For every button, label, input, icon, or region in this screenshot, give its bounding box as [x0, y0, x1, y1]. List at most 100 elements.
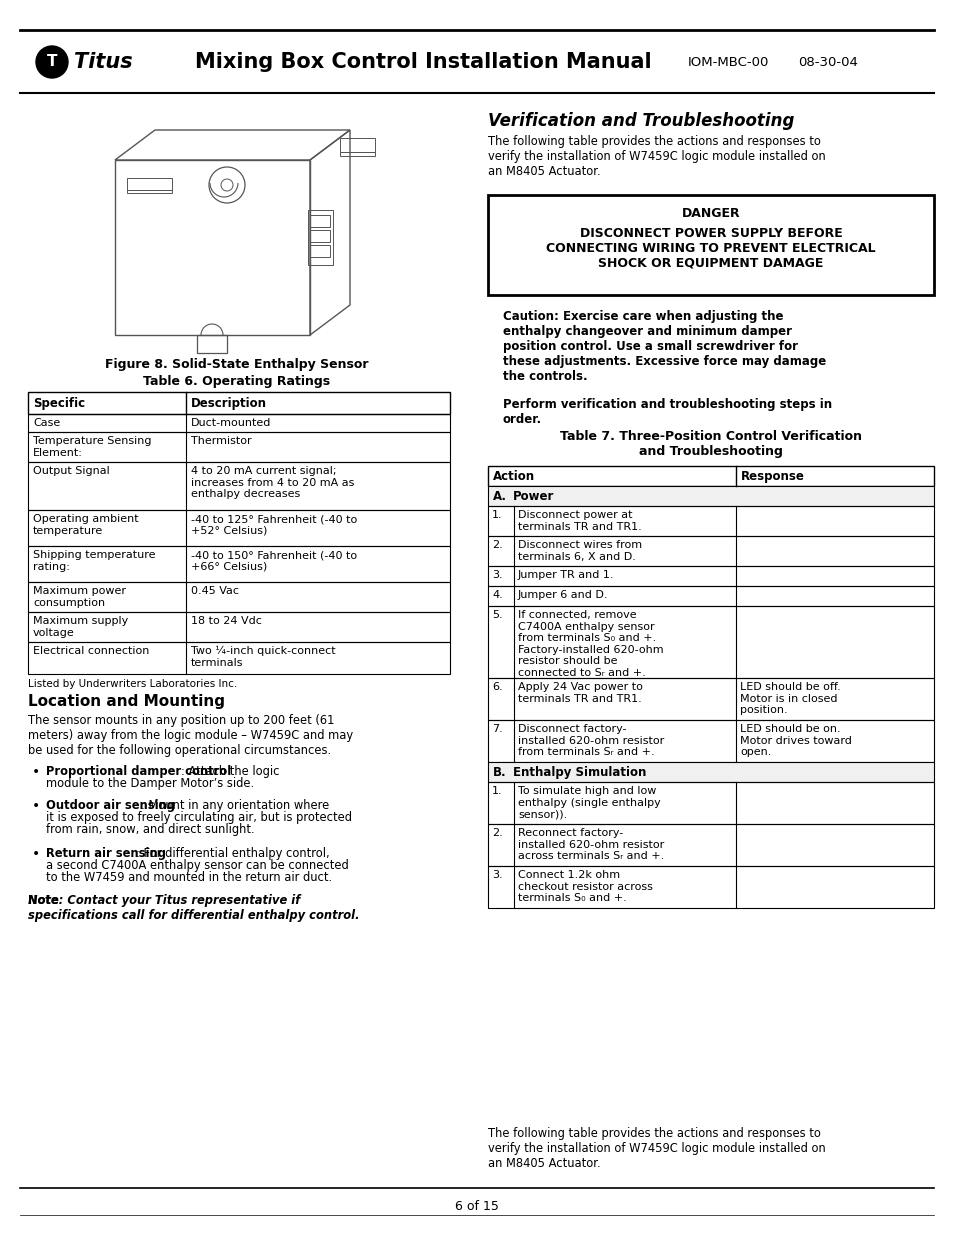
Text: Electrical connection: Electrical connection — [33, 646, 150, 656]
Text: Operating ambient
temperature: Operating ambient temperature — [33, 514, 138, 536]
Text: DISCONNECT POWER SUPPLY BEFORE
CONNECTING WIRING TO PREVENT ELECTRICAL
SHOCK OR : DISCONNECT POWER SUPPLY BEFORE CONNECTIN… — [546, 227, 875, 270]
Bar — [488, 866, 933, 908]
Text: Note: Contact your Titus representative if
specifications call for differential : Note: Contact your Titus representative … — [28, 894, 359, 923]
Bar — [488, 606, 933, 678]
Bar — [310, 215, 330, 227]
Text: -40 to 125° Fahrenheit (-40 to
+52° Celsius): -40 to 125° Fahrenheit (-40 to +52° Cels… — [191, 514, 356, 536]
Text: : Attach the logic: : Attach the logic — [181, 764, 279, 778]
Bar — [28, 414, 450, 432]
Bar — [127, 178, 172, 190]
Bar — [488, 824, 933, 866]
Text: 6 of 15: 6 of 15 — [455, 1200, 498, 1213]
Text: The following table provides the actions and responses to
verify the installatio: The following table provides the actions… — [488, 135, 825, 178]
Text: to the W7459 and mounted in the return air duct.: to the W7459 and mounted in the return a… — [46, 871, 332, 884]
Bar — [488, 536, 933, 566]
Bar — [488, 782, 933, 824]
Text: Mixing Box Control Installation Manual: Mixing Box Control Installation Manual — [194, 52, 651, 72]
Circle shape — [36, 46, 68, 78]
Bar — [28, 642, 450, 674]
Bar — [28, 391, 450, 414]
Text: LED should be off.
Motor is in closed
position.: LED should be off. Motor is in closed po… — [740, 682, 840, 715]
Bar — [127, 190, 172, 193]
Bar — [339, 152, 375, 156]
Text: : Mount in any orientation where: : Mount in any orientation where — [141, 799, 329, 811]
Text: Disconnect power at
terminals TR and TR1.: Disconnect power at terminals TR and TR1… — [517, 510, 641, 531]
Text: The sensor mounts in any position up to 200 feet (61
meters) away from the logic: The sensor mounts in any position up to … — [28, 714, 353, 757]
Text: 18 to 24 Vdc: 18 to 24 Vdc — [191, 616, 262, 626]
Text: If connected, remove
C7400A enthalpy sensor
from terminals S₀ and +.
Factory-ins: If connected, remove C7400A enthalpy sen… — [517, 610, 663, 678]
Text: DANGER: DANGER — [681, 207, 740, 220]
Text: a second C7400A enthalpy sensor can be connected: a second C7400A enthalpy sensor can be c… — [46, 860, 349, 872]
Text: 2.: 2. — [492, 540, 502, 550]
Bar — [488, 466, 933, 487]
Bar — [488, 487, 933, 506]
Text: Perform verification and troubleshooting steps in
order.: Perform verification and troubleshooting… — [502, 398, 831, 426]
Bar — [28, 546, 450, 582]
Text: 1.: 1. — [492, 785, 502, 797]
Text: Action: Action — [493, 471, 535, 483]
Bar — [310, 245, 330, 257]
Text: Disconnect wires from
terminals 6, X and D.: Disconnect wires from terminals 6, X and… — [517, 540, 641, 562]
Text: Proportional damper control: Proportional damper control — [46, 764, 231, 778]
Text: Note: Note — [28, 894, 58, 906]
Text: Shipping temperature
rating:: Shipping temperature rating: — [33, 550, 155, 572]
Text: To simulate high and low
enthalpy (single enthalpy
sensor)).: To simulate high and low enthalpy (singl… — [517, 785, 660, 819]
Text: Location and Mounting: Location and Mounting — [28, 694, 225, 709]
Text: Jumper TR and 1.: Jumper TR and 1. — [517, 571, 614, 580]
Text: Outdoor air sensing: Outdoor air sensing — [46, 799, 175, 811]
Text: 4.: 4. — [492, 590, 502, 600]
Text: B.: B. — [493, 766, 506, 779]
Text: 0.45 Vac: 0.45 Vac — [191, 585, 239, 597]
Text: Maximum power
consumption: Maximum power consumption — [33, 585, 126, 608]
Text: 7.: 7. — [492, 724, 502, 734]
Bar — [488, 720, 933, 762]
Text: -40 to 150° Fahrenheit (-40 to
+66° Celsius): -40 to 150° Fahrenheit (-40 to +66° Cels… — [191, 550, 356, 572]
Bar — [28, 462, 450, 510]
Bar — [28, 613, 450, 642]
Bar — [488, 762, 933, 782]
Text: Disconnect factory-
installed 620-ohm resistor
from terminals Sᵣ and +.: Disconnect factory- installed 620-ohm re… — [517, 724, 663, 757]
Bar — [308, 210, 333, 266]
Bar — [488, 566, 933, 585]
Text: Specific: Specific — [33, 396, 85, 410]
Text: 08-30-04: 08-30-04 — [797, 56, 857, 68]
Bar — [28, 582, 450, 613]
Text: Titus: Titus — [74, 52, 132, 72]
Text: Figure 8. Solid-State Enthalpy Sensor: Figure 8. Solid-State Enthalpy Sensor — [105, 358, 369, 370]
Text: Table 7. Three-Position Control Verification
and Troubleshooting: Table 7. Three-Position Control Verifica… — [559, 430, 862, 458]
Text: Power: Power — [513, 490, 554, 503]
Bar — [488, 506, 933, 536]
Text: Apply 24 Vac power to
terminals TR and TR1.: Apply 24 Vac power to terminals TR and T… — [517, 682, 642, 704]
Bar — [28, 432, 450, 462]
Text: Verification and Troubleshooting: Verification and Troubleshooting — [488, 112, 794, 130]
Text: Duct-mounted: Duct-mounted — [191, 417, 271, 429]
Text: •: • — [31, 764, 40, 779]
Text: Caution: Exercise care when adjusting the
enthalpy changeover and minimum damper: Caution: Exercise care when adjusting th… — [502, 310, 825, 383]
Text: Case: Case — [33, 417, 60, 429]
Text: Enthalpy Simulation: Enthalpy Simulation — [513, 766, 646, 779]
Bar — [339, 138, 375, 152]
Text: module to the Damper Motor’s side.: module to the Damper Motor’s side. — [46, 777, 253, 790]
Text: Connect 1.2k ohm
checkout resistor across
terminals S₀ and +.: Connect 1.2k ohm checkout resistor acros… — [517, 869, 652, 903]
Text: : For differential enthalpy control,: : For differential enthalpy control, — [136, 847, 330, 860]
Text: Maximum supply
voltage: Maximum supply voltage — [33, 616, 128, 637]
Text: A.: A. — [493, 490, 506, 503]
Text: LED should be on.
Motor drives toward
open.: LED should be on. Motor drives toward op… — [740, 724, 851, 757]
Text: Temperature Sensing
Element:: Temperature Sensing Element: — [33, 436, 152, 458]
Text: 3.: 3. — [492, 869, 502, 881]
Text: Response: Response — [740, 471, 804, 483]
Text: it is exposed to freely circulating air, but is protected: it is exposed to freely circulating air,… — [46, 811, 352, 824]
Bar — [28, 510, 450, 546]
Text: 1.: 1. — [492, 510, 502, 520]
Text: 5.: 5. — [492, 610, 502, 620]
Bar — [488, 585, 933, 606]
Text: Table 6. Operating Ratings: Table 6. Operating Ratings — [143, 375, 331, 388]
Text: Description: Description — [191, 396, 267, 410]
Text: The following table provides the actions and responses to
verify the installatio: The following table provides the actions… — [488, 1128, 825, 1170]
Text: Reconnect factory-
installed 620-ohm resistor
across terminals Sᵣ and +.: Reconnect factory- installed 620-ohm res… — [517, 827, 663, 861]
Text: 4 to 20 mA current signal;
increases from 4 to 20 mA as
enthalpy decreases: 4 to 20 mA current signal; increases fro… — [191, 466, 354, 499]
Text: Return air sensing: Return air sensing — [46, 847, 166, 860]
Text: •: • — [31, 799, 40, 813]
Bar — [488, 678, 933, 720]
Text: Output Signal: Output Signal — [33, 466, 110, 475]
